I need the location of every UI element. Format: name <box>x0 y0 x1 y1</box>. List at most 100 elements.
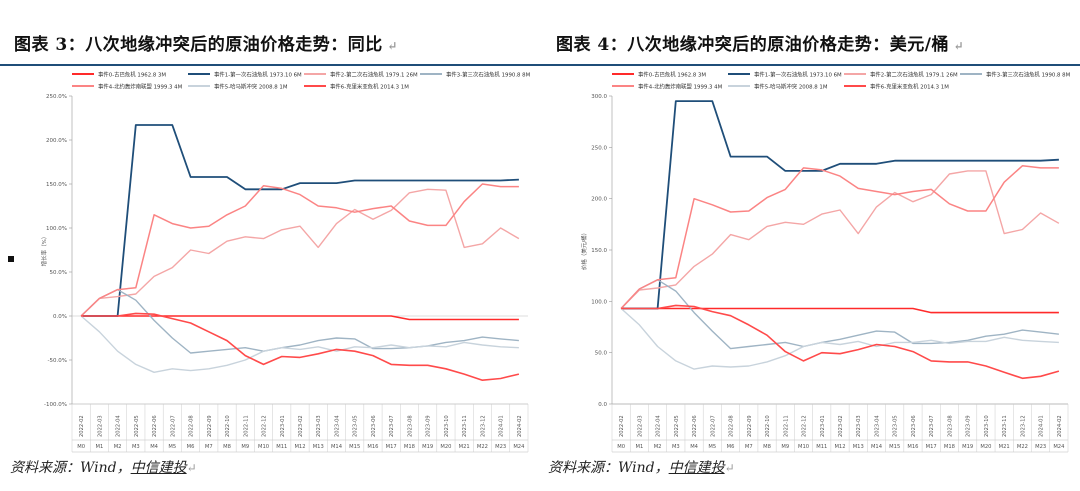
x-date-label: 2023-06 <box>371 415 377 437</box>
x-axis-table: 2022-02 2022-03 2022-04 2022-05 2022-06 2022-… <box>71 403 529 453</box>
x-date-label: 2022-06 <box>152 415 158 437</box>
y-axis-title: 价格（美元/桶） <box>580 230 588 270</box>
legend-label: 事件5-哈马斯冲突 2008.8 1M <box>214 83 288 91</box>
x-month-label: M19 <box>962 444 973 450</box>
x-month-label: M5 <box>708 444 716 450</box>
x-month-label: M2 <box>114 444 122 450</box>
return-mark-icon: ↵ <box>382 39 398 53</box>
x-month-label: M8 <box>763 444 771 450</box>
x-date-label: 2023-01 <box>820 415 826 437</box>
series-line <box>621 307 1059 314</box>
x-date-label: 2023-07 <box>929 415 935 437</box>
x-month-label: M3 <box>672 444 680 450</box>
x-month-label: M14 <box>331 444 343 450</box>
x-date-label: 2023-04 <box>874 415 880 437</box>
x-date-label: 2022-12 <box>262 415 268 437</box>
x-month-label: M17 <box>386 444 397 450</box>
series-line <box>81 312 520 382</box>
x-month-label: M17 <box>926 444 937 450</box>
y-tick-label: 0.0 <box>598 402 607 408</box>
bullet-marker <box>8 256 14 262</box>
x-date-label: 2023-09 <box>966 415 972 437</box>
line-chart-yoy: 事件0-古巴危机 1962.8 3M 事件1-第一次石油危机 1973.10 6M… <box>40 71 531 453</box>
chart-title: 图表 3：八次地缘冲突后的原油价格走势：同比 ↵ <box>14 35 398 55</box>
legend-label: 事件0-古巴危机 1962.8 3M <box>638 71 706 79</box>
x-date-label: 2024-02 <box>1057 415 1063 437</box>
source-note: 资料来源：Wind，中信建投↵ <box>10 460 197 476</box>
x-month-label: M20 <box>440 444 451 450</box>
series-line <box>621 304 1060 380</box>
series-line <box>80 188 520 317</box>
x-month-label: M22 <box>477 444 488 450</box>
x-date-label: 2023-08 <box>947 415 953 437</box>
y-tick-label: 100.0 <box>591 299 607 305</box>
edit-mark: ↵ <box>186 461 197 475</box>
x-date-label: 2023-12 <box>1020 415 1026 437</box>
x-date-label: 2024-01 <box>499 415 505 437</box>
x-month-label: M1 <box>635 444 643 450</box>
legend-label: 事件4-北约轰炸南联盟 1999.3 4M <box>98 83 183 91</box>
legend-label: 事件6-克里米亚危机 2014.3 1M <box>870 83 949 91</box>
x-date-label: 2022-08 <box>189 415 195 437</box>
x-date-label: 2022-09 <box>747 415 753 437</box>
x-month-label: M7 <box>205 444 213 450</box>
x-date-label: 2022-11 <box>783 415 789 437</box>
series-line <box>620 307 1059 370</box>
x-date-label: 2022-08 <box>729 415 735 437</box>
x-date-label: 2023-05 <box>893 415 899 437</box>
legend-label: 事件3-第三次石油危机 1990.8 8M <box>986 71 1071 79</box>
x-month-label: M12 <box>294 444 305 450</box>
legend: 事件0-古巴危机 1962.8 3M 事件1-第一次石油危机 1973.10 6M… <box>612 71 1071 91</box>
x-date-label: 2023-09 <box>426 415 432 437</box>
x-date-label: 2023-11 <box>462 415 468 437</box>
title-rule <box>540 64 1080 66</box>
x-month-label: M6 <box>727 444 735 450</box>
y-tick-label: 250.0 <box>591 145 607 151</box>
y-tick-label: 200.0 <box>591 197 607 203</box>
title-rule <box>0 64 540 66</box>
x-month-label: M4 <box>690 444 698 450</box>
series-line <box>621 100 1059 310</box>
x-month-label: M0 <box>77 444 85 450</box>
x-date-label: 2022-07 <box>170 415 176 437</box>
x-month-label: M5 <box>168 444 176 450</box>
x-month-label: M18 <box>404 444 415 450</box>
x-date-label: 2022-02 <box>79 415 85 437</box>
series-line <box>80 315 519 373</box>
y-tick-label: 200.0% <box>46 138 67 144</box>
legend-label: 事件1-第一次石油危机 1973.10 6M <box>214 71 302 79</box>
x-date-label: 2022-11 <box>243 415 249 437</box>
x-month-label: M0 <box>617 444 625 450</box>
return-mark-icon: ↵ <box>948 39 965 53</box>
x-month-label: M21 <box>999 444 1010 450</box>
x-date-label: 2024-02 <box>517 415 523 437</box>
x-month-label: M16 <box>367 444 378 450</box>
x-month-label: M24 <box>1053 444 1065 450</box>
legend-label: 事件5-哈马斯冲突 2008.8 1M <box>754 83 828 91</box>
x-month-label: M18 <box>944 444 955 450</box>
legend-label: 事件2-第二次石油危机 1979.1 26M <box>330 71 418 79</box>
edit-mark: ↵ <box>724 461 735 475</box>
x-date-label: 2023-12 <box>480 415 486 437</box>
series-line <box>80 288 519 354</box>
x-month-label: M7 <box>745 444 753 450</box>
legend-label: 事件0-古巴危机 1962.8 3M <box>98 71 166 79</box>
x-month-label: M13 <box>313 444 324 450</box>
x-month-label: M4 <box>150 444 158 450</box>
x-date-label: 2022-05 <box>674 415 680 437</box>
y-tick-label: 250.0% <box>46 94 67 100</box>
x-month-label: M3 <box>132 444 140 450</box>
x-month-label: M13 <box>853 444 864 450</box>
x-month-label: M8 <box>223 444 231 450</box>
x-month-label: M11 <box>276 444 287 450</box>
y-tick-label: 50.0% <box>50 270 67 276</box>
y-tick-label: -100.0% <box>44 402 67 408</box>
legend-label: 事件2-第二次石油危机 1979.1 26M <box>870 71 958 79</box>
series-lines <box>80 124 520 382</box>
legend-label: 事件1-第一次石油危机 1973.10 6M <box>754 71 842 79</box>
x-date-label: 2022-03 <box>97 415 103 437</box>
x-month-label: M21 <box>459 444 470 450</box>
x-axis-table: 2022-02 2022-03 2022-04 2022-05 2022-06 2022-… <box>611 403 1069 453</box>
x-month-label: M9 <box>241 444 249 450</box>
x-date-label: 2023-03 <box>316 415 322 437</box>
